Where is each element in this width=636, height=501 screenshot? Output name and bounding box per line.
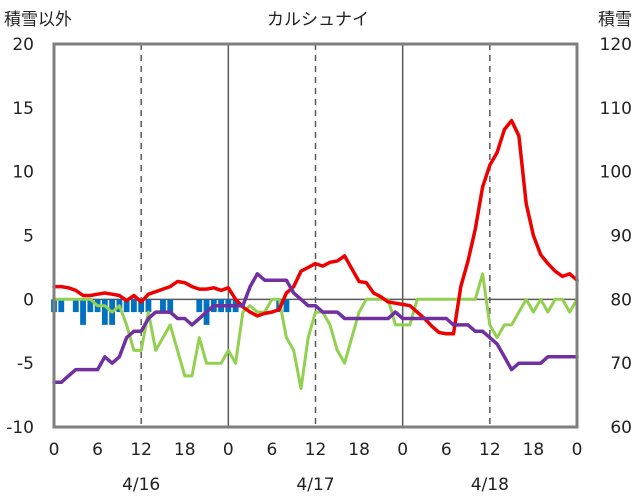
right-tick-label: 100 [600, 163, 632, 183]
grid-lines [54, 44, 577, 427]
bar [58, 299, 65, 313]
left-tick-label: 15 [12, 99, 34, 119]
x-tick-label: 0 [572, 440, 583, 460]
x-tick-label: 6 [441, 440, 452, 460]
x-tick-labels: 0 6 12 18 0 6 12 18 0 6 12 18 0 [49, 440, 583, 460]
right-tick-label: 110 [600, 99, 632, 119]
bar [130, 299, 137, 313]
x-tick-label: 12 [130, 440, 152, 460]
x-tick-label: 18 [523, 440, 545, 460]
left-tick-label: 10 [12, 163, 34, 183]
line-series [52, 118, 579, 391]
right-axis-title: 積雪 [598, 10, 632, 30]
series-line-purple [52, 272, 579, 385]
bar [123, 299, 130, 313]
bar [167, 299, 174, 313]
bar [283, 299, 290, 313]
x-tick-label: 6 [92, 440, 103, 460]
bar [72, 299, 79, 313]
left-tick-label: 5 [23, 227, 34, 247]
date-label: 4/17 [296, 475, 334, 495]
bar [101, 299, 108, 325]
right-tick-label: 80 [610, 290, 632, 310]
left-tick-label: 0 [23, 290, 34, 310]
right-tick-labels: 120 110 100 90 80 70 60 [600, 35, 632, 438]
x-tick-label: 18 [174, 440, 196, 460]
right-tick-label: 70 [610, 354, 632, 374]
x-tick-label: 6 [267, 440, 278, 460]
date-label: 4/18 [471, 475, 509, 495]
date-label: 4/16 [122, 475, 160, 495]
x-tick-label: 12 [479, 440, 501, 460]
series-line-green [52, 272, 579, 391]
left-tick-label: -5 [17, 354, 34, 374]
bar [196, 299, 203, 313]
plot-frame [52, 42, 579, 429]
left-tick-labels: 20 15 10 5 0 -5 -10 [6, 35, 34, 438]
date-labels: 4/16 4/17 4/18 [122, 475, 509, 495]
right-tick-label: 120 [600, 35, 632, 55]
x-tick-label: 12 [305, 440, 327, 460]
left-axis-title: 積雪以外 [4, 10, 72, 30]
x-tick-label: 0 [397, 440, 408, 460]
left-tick-label: 20 [12, 35, 34, 55]
right-tick-label: 60 [610, 418, 632, 438]
x-tick-label: 0 [49, 440, 60, 460]
bar [160, 299, 166, 313]
left-tick-label: -10 [6, 418, 34, 438]
bar [80, 299, 86, 325]
x-tick-label: 18 [348, 440, 370, 460]
bar [87, 299, 94, 313]
bar [138, 299, 145, 313]
x-tick-label: 0 [223, 440, 234, 460]
chart-title: カルシュナイ [267, 10, 369, 30]
right-tick-label: 90 [610, 227, 632, 247]
series-line-red [52, 118, 579, 336]
bar [145, 299, 152, 313]
